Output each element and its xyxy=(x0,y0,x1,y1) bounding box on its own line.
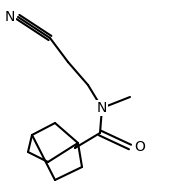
Text: O: O xyxy=(134,140,145,154)
Text: N: N xyxy=(5,10,15,24)
Text: N: N xyxy=(97,101,107,115)
